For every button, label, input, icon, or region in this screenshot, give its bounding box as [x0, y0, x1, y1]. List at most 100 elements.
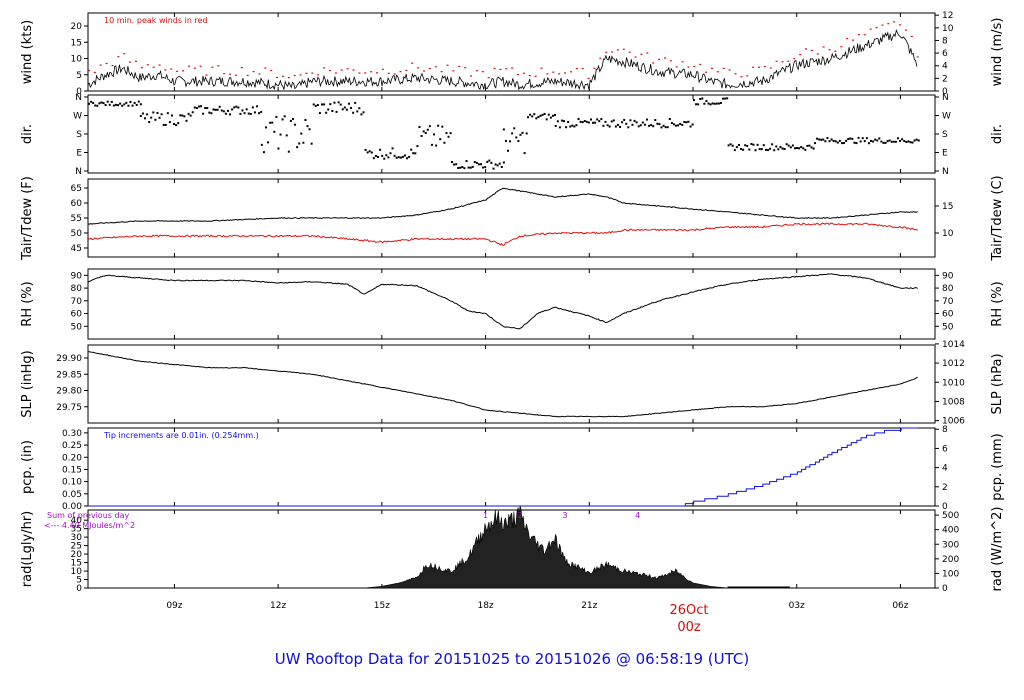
peak-wind-mark: [616, 49, 619, 51]
peak-wind-mark: [176, 70, 179, 72]
x-tick-label: 21z: [581, 601, 597, 611]
dir-point: [341, 108, 344, 111]
dir-point: [543, 112, 546, 115]
peak-wind-mark: [569, 71, 572, 73]
dir-point: [323, 103, 326, 106]
dir-point: [764, 148, 767, 151]
date-marker-hour: 00z: [677, 620, 701, 635]
left-tick-rad: 10: [71, 567, 83, 577]
dir-point: [867, 142, 870, 145]
dir-point: [697, 103, 700, 106]
peak-wind-mark: [434, 66, 437, 68]
x-tick-label: 09z: [166, 601, 182, 611]
panel-frame-wind: [87, 12, 936, 92]
peak-wind-mark: [757, 66, 760, 68]
dir-point: [98, 102, 101, 105]
dir-point: [260, 110, 263, 113]
dir-point: [760, 148, 763, 151]
peak-wind-mark: [846, 37, 849, 40]
dir-point: [886, 140, 889, 143]
peak-wind-mark: [246, 74, 249, 77]
dir-point: [658, 123, 661, 126]
dir-point: [385, 154, 388, 157]
peak-wind-mark: [358, 72, 361, 74]
peak-wind-mark: [129, 61, 132, 63]
peak-wind-mark: [123, 53, 126, 55]
peak-wind-mark: [276, 76, 279, 79]
dir-point: [360, 113, 363, 116]
dir-point: [847, 137, 850, 140]
left-tick-rad: 40: [71, 516, 83, 526]
right-tick-dir: S: [942, 130, 948, 140]
dir-point: [170, 114, 173, 117]
dir-point: [523, 152, 526, 155]
x-tick-label: 15z: [374, 601, 390, 611]
dir-point: [731, 144, 734, 147]
dir-point: [239, 112, 242, 115]
dir-point: [166, 112, 169, 115]
right-tick-pcp: 6: [942, 444, 948, 454]
dir-point: [352, 111, 355, 114]
dir-point: [654, 118, 657, 121]
dir-point: [177, 122, 180, 125]
right-tick-wind: 10: [942, 24, 954, 34]
dir-point: [154, 118, 157, 121]
dir-point: [709, 103, 712, 106]
dir-point: [789, 146, 792, 149]
ylabel-left-rh: RH (%): [20, 281, 35, 326]
annotation-wind: 10 min. peak winds in red: [104, 16, 208, 25]
peak-wind-mark: [422, 70, 425, 72]
peak-wind-mark: [552, 71, 555, 73]
dir-point: [775, 145, 778, 148]
dir-point: [256, 105, 259, 108]
dir-point: [144, 117, 147, 120]
peak-wind-mark: [734, 73, 737, 75]
dir-point: [488, 159, 491, 162]
ylabel-left-wind: wind (kts): [20, 20, 35, 84]
dir-point: [265, 126, 268, 129]
dir-point: [660, 126, 663, 129]
dir-point: [291, 117, 294, 120]
dir-point: [733, 149, 736, 152]
peak-wind-mark: [775, 60, 778, 62]
dir-point: [594, 121, 597, 124]
dir-point: [840, 142, 843, 145]
peak-wind-mark: [393, 73, 396, 75]
dir-point: [251, 106, 254, 109]
dir-point: [808, 144, 811, 147]
left-tick-rad: 25: [71, 542, 82, 552]
dir-point: [453, 163, 456, 166]
dir-point: [428, 125, 431, 128]
peak-wind-mark: [887, 23, 890, 25]
dir-point: [804, 148, 807, 151]
peak-wind-mark: [240, 67, 243, 69]
dir-point: [262, 151, 265, 154]
x-tick-label: 12z: [270, 601, 286, 611]
ylabel-left-dir: dir.: [20, 124, 35, 144]
peak-wind-mark: [587, 77, 590, 79]
dir-point: [502, 128, 505, 131]
peak-wind-mark: [440, 71, 443, 73]
dir-point: [892, 140, 895, 143]
dir-point: [366, 151, 369, 154]
dir-point: [490, 161, 493, 164]
peak-wind-mark: [722, 67, 725, 69]
left-tick-dir: N: [75, 167, 82, 177]
dir-point: [915, 138, 918, 141]
dir-point: [756, 143, 759, 146]
dir-point: [325, 111, 328, 114]
dir-point: [457, 167, 460, 170]
dir-point: [410, 148, 413, 151]
right-tick-wind: 12: [942, 11, 953, 21]
dir-point: [283, 115, 286, 118]
dir-point: [826, 137, 829, 140]
dir-point: [876, 139, 879, 142]
peak-wind-mark: [146, 64, 149, 66]
peak-wind-mark: [270, 69, 273, 72]
left-tick-temp: 65: [71, 184, 82, 194]
dir-point: [722, 97, 725, 100]
peak-wind-mark: [881, 24, 884, 26]
dir-point: [439, 138, 442, 141]
dir-point: [565, 126, 568, 129]
dir-point: [414, 152, 417, 155]
